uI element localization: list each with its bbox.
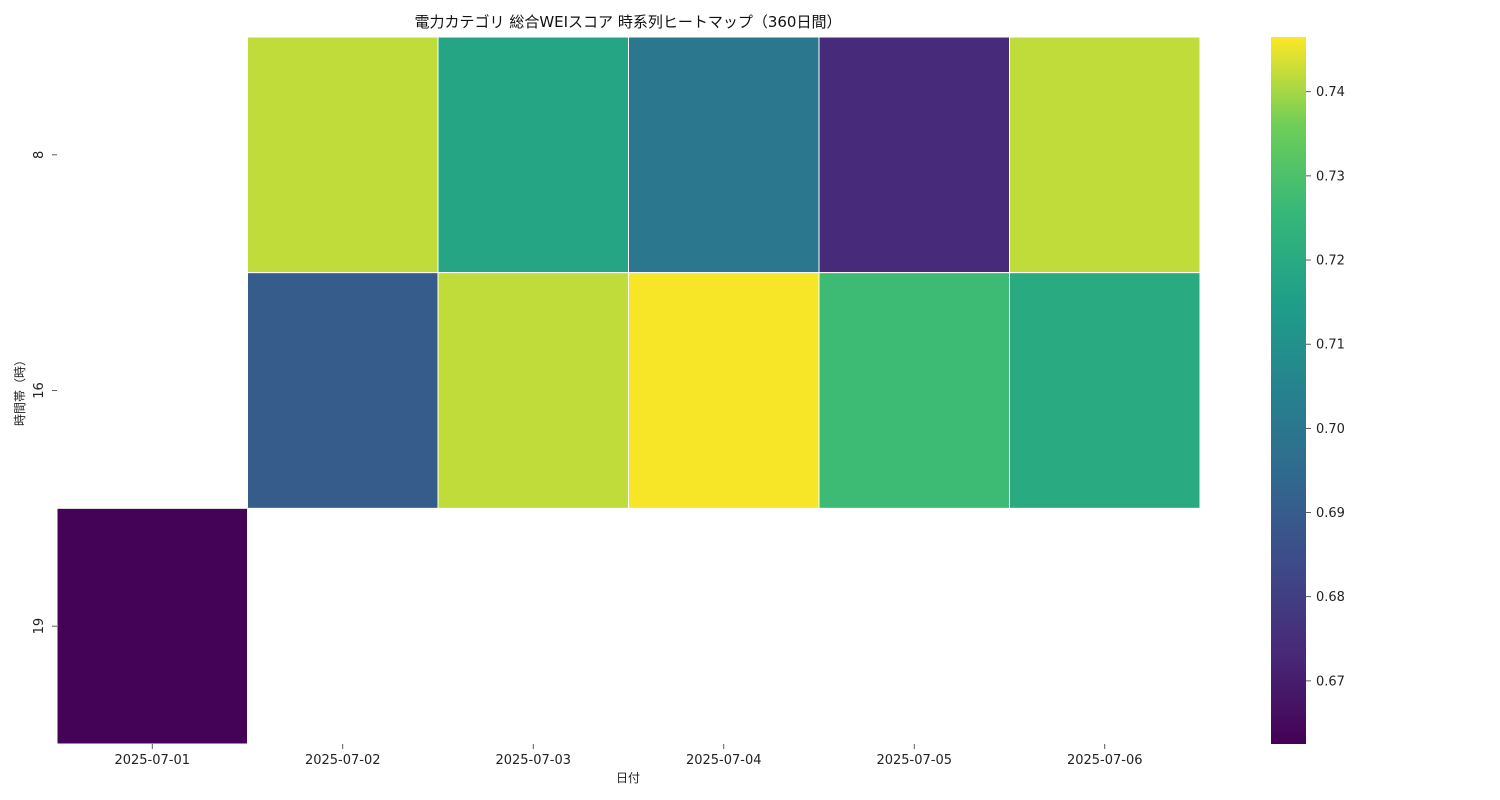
- heatmap-cell: [247, 272, 439, 509]
- heatmap-cell: [1009, 36, 1201, 274]
- x-tick-label: 2025-07-04: [686, 753, 762, 768]
- heatmap-cell: [56, 507, 248, 745]
- y-axis-ticks: 8 16 19: [32, 151, 57, 635]
- heatmap-cell: [437, 36, 629, 274]
- colorbar-tick-label: 0.74: [1316, 85, 1345, 100]
- heatmap-cell: [628, 272, 820, 509]
- chart-title: 電力カテゴリ 総合WEIスコア 時系列ヒートマップ（360日間）: [415, 13, 842, 31]
- colorbar-tick-label: 0.70: [1316, 422, 1345, 437]
- x-tick-label: 2025-07-03: [495, 753, 571, 768]
- x-tick-label: 2025-07-05: [876, 753, 952, 768]
- colorbar-tick-label: 0.73: [1316, 169, 1345, 184]
- colorbar-tick-label: 0.71: [1316, 338, 1345, 353]
- y-tick-label: 8: [32, 151, 47, 159]
- colorbar-tick-label: 0.68: [1316, 590, 1345, 605]
- heatmap-cell: [1009, 272, 1201, 509]
- x-axis-ticks: 2025-07-01 2025-07-02 2025-07-03 2025-07-04…: [114, 744, 1143, 768]
- heatmap-cell: [628, 36, 820, 274]
- y-tick-label: 16: [32, 382, 47, 399]
- x-tick-label: 2025-07-01: [114, 753, 190, 768]
- colorbar-ticks: 0.67 0.68 0.69 0.70 0.71 0.72 0.73 0.74: [1306, 85, 1345, 689]
- heatmap-cell: [247, 36, 439, 274]
- y-axis-label: 時間帯（時）: [13, 354, 27, 426]
- heatmap-cell: [818, 272, 1010, 509]
- colorbar-tick-label: 0.72: [1316, 254, 1345, 269]
- heatmap-cells: [56, 36, 1201, 745]
- x-tick-label: 2025-07-02: [305, 753, 381, 768]
- heatmap-cell: [818, 36, 1010, 274]
- x-axis-label: 日付: [616, 771, 640, 785]
- colorbar-tick-label: 0.69: [1316, 506, 1345, 521]
- colorbar-tick-label: 0.67: [1316, 674, 1345, 689]
- x-tick-label: 2025-07-06: [1067, 753, 1143, 768]
- colorbar: [1271, 37, 1306, 744]
- y-tick-label: 19: [32, 618, 47, 635]
- heatmap-cell: [437, 272, 629, 509]
